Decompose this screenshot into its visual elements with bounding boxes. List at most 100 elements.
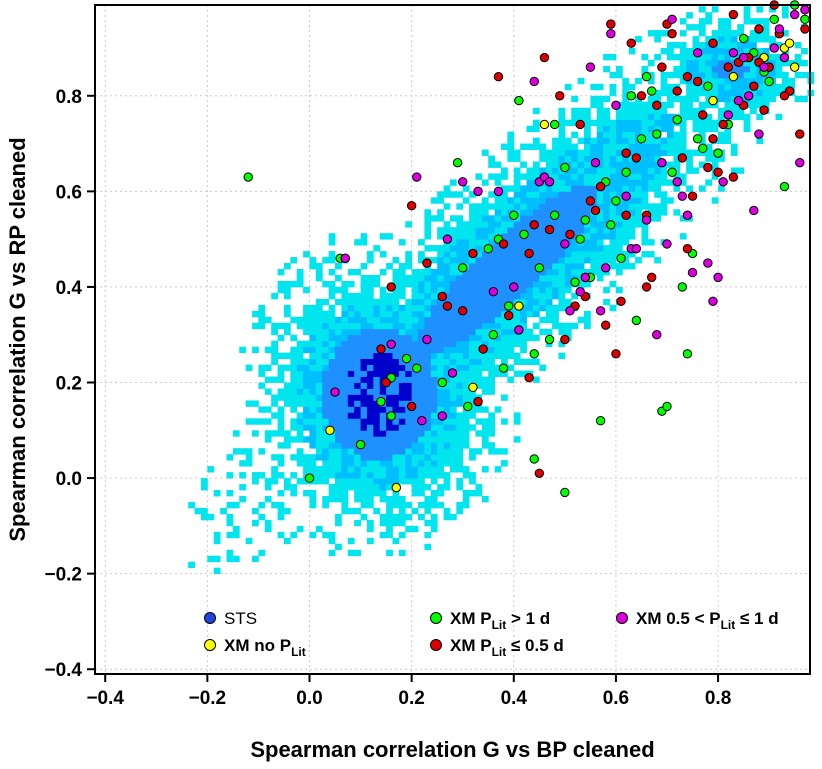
density-cell <box>781 71 789 79</box>
density-cell <box>539 227 547 234</box>
density-cell <box>252 507 259 515</box>
density-cell <box>443 280 451 288</box>
density-cell <box>494 406 502 413</box>
density-cell <box>430 525 438 533</box>
density-cell <box>501 346 508 354</box>
density-cell <box>673 155 681 162</box>
density-cell <box>322 466 330 473</box>
density-cell <box>430 274 438 282</box>
density-cell <box>718 36 725 43</box>
density-cell <box>481 233 489 240</box>
density-cell <box>360 376 368 383</box>
density-cell <box>258 406 266 413</box>
density-cell <box>596 107 604 115</box>
density-cell <box>705 149 713 156</box>
density-cell <box>290 484 298 491</box>
density-cell <box>379 358 387 365</box>
density-cell <box>449 215 457 222</box>
data-point-series-4 <box>631 244 642 254</box>
density-cell <box>290 352 298 360</box>
density-cell <box>335 418 342 425</box>
density-cell <box>615 191 623 198</box>
density-cell <box>271 394 278 401</box>
density-cell <box>539 251 547 258</box>
density-cell <box>558 221 566 228</box>
density-cell <box>494 269 502 276</box>
density-cell <box>647 185 655 192</box>
data-point-series-3 <box>713 167 723 177</box>
density-cell <box>609 161 617 168</box>
legend-label: XM no PLit <box>224 636 306 659</box>
density-cell <box>418 406 425 413</box>
density-cell <box>775 59 783 67</box>
density-cell <box>513 173 521 180</box>
density-cell <box>769 53 776 61</box>
density-cell <box>603 298 610 306</box>
density-cell <box>584 149 591 156</box>
density-cell <box>641 227 649 234</box>
density-cell <box>373 322 381 330</box>
density-cell <box>341 340 349 348</box>
density-cell <box>392 442 400 449</box>
density-cell <box>411 448 419 455</box>
density-cell <box>405 376 413 383</box>
density-cell <box>469 286 476 294</box>
density-cell <box>437 310 444 318</box>
density-cell <box>705 125 713 133</box>
density-cell <box>564 328 572 336</box>
density-cell <box>571 263 579 270</box>
density-cell <box>328 537 336 545</box>
density-cell <box>603 257 610 264</box>
density-cell <box>654 30 662 37</box>
density-cell <box>398 507 406 515</box>
density-cell <box>749 18 757 25</box>
density-cell <box>354 269 361 276</box>
density-cell <box>584 310 591 318</box>
density-cell <box>558 292 566 300</box>
density-cell <box>386 263 393 270</box>
density-cell <box>584 125 591 133</box>
density-cell <box>532 239 540 246</box>
density-cell <box>532 167 540 174</box>
density-cell <box>335 394 342 401</box>
density-cell <box>494 197 502 204</box>
density-cell <box>488 203 496 210</box>
density-cell <box>366 304 374 312</box>
density-cell <box>749 42 757 49</box>
density-cell <box>488 448 496 455</box>
density-cell <box>475 376 483 383</box>
density-cell <box>513 185 521 192</box>
density-cell <box>277 376 285 383</box>
density-cell <box>635 113 642 121</box>
density-cell <box>456 280 464 288</box>
density-cell <box>635 143 642 150</box>
density-cell <box>622 155 630 162</box>
density-cell <box>303 400 310 407</box>
density-cell <box>309 460 317 467</box>
density-cell <box>520 346 527 354</box>
density-cell <box>360 263 368 270</box>
density-cell <box>322 328 330 336</box>
density-cell <box>654 161 662 168</box>
density-cell <box>558 173 566 180</box>
density-cell <box>507 352 515 360</box>
density-cell <box>641 65 649 73</box>
density-cell <box>711 155 719 162</box>
density-cell <box>386 478 393 485</box>
density-cell <box>737 24 745 31</box>
density-cell <box>283 328 291 336</box>
density-cell <box>654 173 662 180</box>
data-point-series-4 <box>789 9 800 20</box>
density-cell <box>635 215 642 222</box>
density-cell <box>456 352 464 360</box>
y-tick-label: 0.0 <box>56 469 82 490</box>
density-cell <box>328 484 336 491</box>
density-cell <box>609 263 617 270</box>
density-cell <box>379 478 387 485</box>
density-cell <box>277 406 285 413</box>
density-cell <box>405 525 413 533</box>
density-cell <box>647 107 655 115</box>
density-cell <box>571 161 579 168</box>
density-cell <box>698 185 706 192</box>
density-cell <box>411 394 419 401</box>
